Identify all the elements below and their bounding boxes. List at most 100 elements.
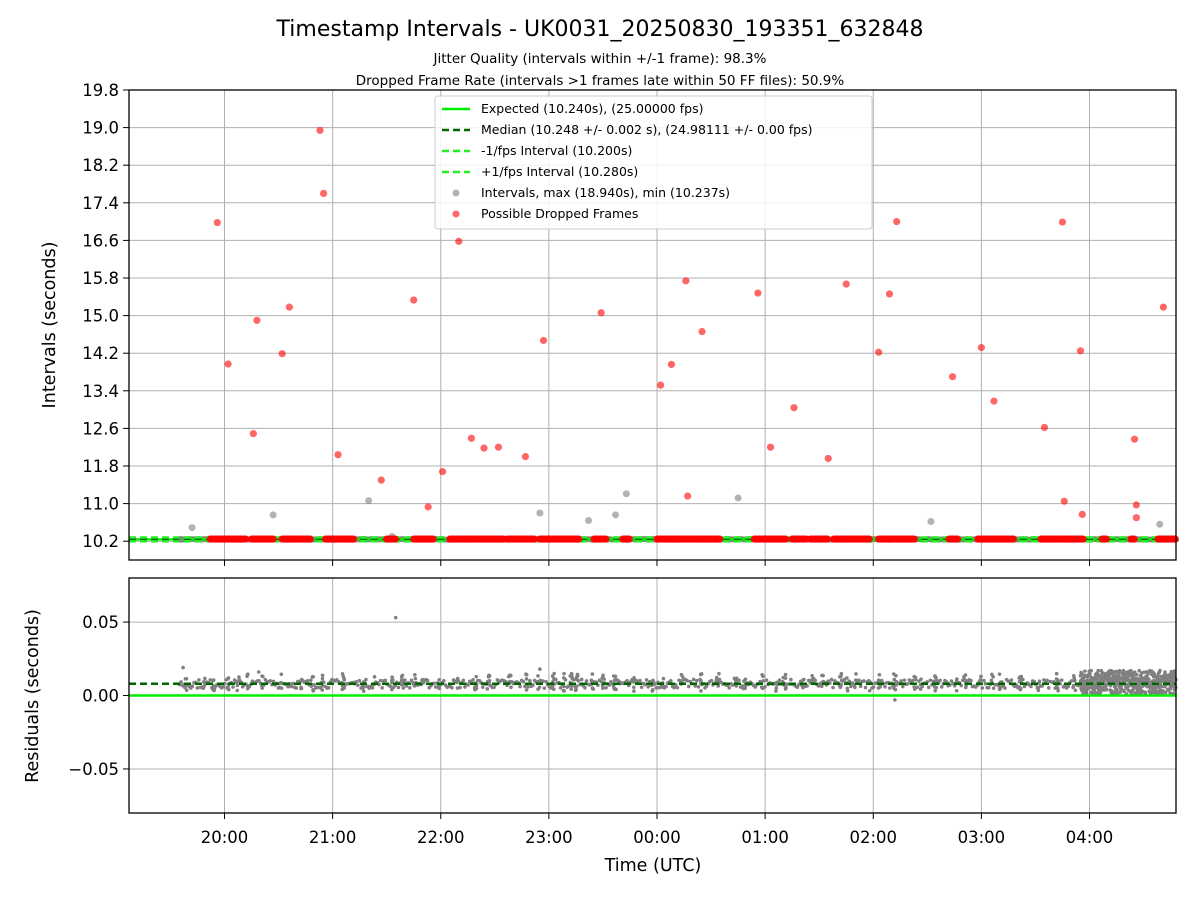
legend-intervals-label: Intervals, max (18.940s), min (10.237s) <box>481 185 730 200</box>
residual-point <box>829 677 834 682</box>
legend-median-label: Median (10.248 +/- 0.002 s), (24.98111 +… <box>481 122 812 137</box>
residual-point <box>978 678 983 682</box>
residual-point <box>524 672 528 677</box>
residual-point <box>1056 686 1060 691</box>
residual-point <box>685 678 689 683</box>
residual-point <box>538 678 543 683</box>
residual-point <box>404 684 409 688</box>
dropped-frame-point <box>657 381 665 389</box>
residual-point <box>340 687 345 692</box>
dropped-frame-point <box>667 360 676 369</box>
dropped-frame-point <box>429 535 437 543</box>
residual-point <box>413 676 418 681</box>
residual-point <box>561 676 566 680</box>
residual-point <box>291 681 295 686</box>
residual-point <box>964 679 968 683</box>
residual-point <box>492 685 496 690</box>
residual-point <box>661 676 666 681</box>
intervals-y-ticks: 10.2 11.0 11.8 12.6 13.4 14.2 15.0 15.8 16.6 17.4… <box>82 81 129 551</box>
residual-point <box>401 686 406 690</box>
residual-point <box>320 684 325 688</box>
residual-point <box>320 688 325 692</box>
dropped-frame-point <box>224 360 232 368</box>
residual-point <box>1123 676 1128 680</box>
residual-point <box>847 679 852 683</box>
residual-point <box>986 686 991 690</box>
residual-point <box>356 683 360 687</box>
dropped-frame-point <box>1058 218 1067 226</box>
residual-point <box>743 677 748 682</box>
residual-point <box>1118 690 1123 694</box>
residual-point <box>928 678 933 683</box>
x-tick-label: 00:00 <box>633 828 681 847</box>
dropped-frame-point <box>467 434 475 442</box>
residual-point <box>1143 690 1148 695</box>
residual-point <box>450 685 454 690</box>
dropped-frame-point <box>530 535 539 543</box>
residual-point <box>867 688 872 693</box>
residual-point <box>396 685 401 690</box>
residual-point <box>858 684 863 688</box>
dropped-frame-point <box>285 303 293 311</box>
dropped-frame-point <box>455 237 463 245</box>
residual-point <box>997 672 1002 676</box>
residual-point <box>821 673 825 678</box>
residual-point <box>1066 684 1071 689</box>
residual-point <box>777 678 782 682</box>
residual-point <box>638 678 642 683</box>
residual-point <box>1054 671 1059 676</box>
interval-point <box>536 509 544 517</box>
residual-point <box>727 686 732 690</box>
residual-point <box>487 674 492 678</box>
dropped-frame-point <box>438 468 447 476</box>
dropped-frame-point <box>494 443 503 451</box>
residual-point <box>181 665 185 670</box>
residual-point <box>524 677 529 681</box>
residual-point <box>1056 678 1060 682</box>
legend-plus-fps-label: +1/fps Interval (10.280s) <box>481 164 638 179</box>
residual-point <box>208 678 213 682</box>
residual-point <box>839 674 843 678</box>
residual-point <box>1122 688 1126 693</box>
residual-point <box>455 676 460 681</box>
residual-point <box>390 687 394 692</box>
residual-point <box>471 677 475 682</box>
dropped-frame-point <box>597 309 605 317</box>
residual-point <box>963 685 968 690</box>
x-tick-label: 04:00 <box>1066 828 1114 847</box>
residual-point <box>1072 676 1077 681</box>
residual-point <box>536 687 540 691</box>
residual-point <box>717 671 721 676</box>
residual-point <box>654 686 659 690</box>
residual-point <box>361 689 366 693</box>
residual-point <box>991 686 996 690</box>
residual-point <box>838 684 843 688</box>
dropped-frame-point <box>602 535 610 543</box>
intervals-plot <box>129 126 1179 543</box>
chart-subtitle-jitter: Jitter Quality (intervals within +/-1 fr… <box>433 51 767 67</box>
residual-point <box>934 675 938 680</box>
residual-point <box>1046 686 1051 690</box>
residual-point <box>625 679 629 683</box>
dropped-frame-point <box>306 535 314 543</box>
intervals-y-tick-label: 12.6 <box>82 419 119 438</box>
residual-point <box>1089 668 1094 673</box>
x-tick-label: 03:00 <box>958 828 1006 847</box>
residual-point <box>401 678 406 683</box>
dropped-frame-point <box>539 336 548 345</box>
residual-point <box>680 675 685 679</box>
dropped-frame-point <box>424 503 432 511</box>
residual-point <box>235 683 240 688</box>
dropped-frame-point <box>1040 423 1049 432</box>
residual-point <box>969 678 973 683</box>
residual-point <box>693 684 698 688</box>
intervals-y-tick-label: 15.8 <box>82 269 119 288</box>
residual-point <box>260 674 264 678</box>
interval-point <box>269 511 277 519</box>
residual-point <box>518 684 522 689</box>
residual-point <box>1018 675 1022 679</box>
residual-point <box>774 682 779 687</box>
interval-point <box>612 511 620 519</box>
residual-point <box>939 685 944 689</box>
residual-point <box>901 684 905 689</box>
